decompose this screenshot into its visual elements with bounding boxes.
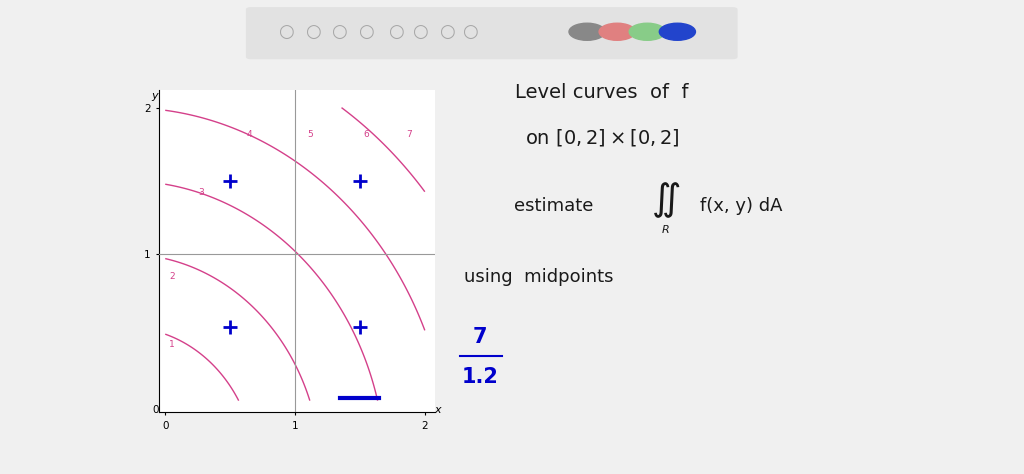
Text: ○: ○ [388, 23, 404, 41]
Text: 2: 2 [169, 272, 174, 281]
Text: ○: ○ [279, 23, 294, 41]
Text: 1: 1 [169, 340, 174, 349]
Text: 0: 0 [153, 405, 160, 415]
Text: y: y [152, 91, 158, 101]
Text: ○: ○ [358, 23, 374, 41]
Text: 7: 7 [472, 327, 487, 346]
Text: 4: 4 [247, 129, 252, 138]
Circle shape [659, 23, 695, 40]
FancyBboxPatch shape [246, 7, 737, 59]
Text: R: R [662, 225, 670, 235]
Circle shape [629, 23, 666, 40]
Text: ○: ○ [462, 23, 477, 41]
Text: 5: 5 [308, 129, 313, 138]
Text: on $[0,2]\times[0,2]$: on $[0,2]\times[0,2]$ [524, 127, 680, 148]
Text: Level curves  of  f: Level curves of f [515, 83, 689, 102]
Text: using  midpoints: using midpoints [464, 268, 613, 286]
Text: f(x, y) dA: f(x, y) dA [700, 197, 783, 215]
Text: 7: 7 [407, 129, 412, 138]
Circle shape [599, 23, 635, 40]
Circle shape [569, 23, 605, 40]
Text: ○: ○ [438, 23, 455, 41]
Text: ○: ○ [305, 23, 321, 41]
Text: 1.2: 1.2 [461, 367, 498, 387]
Text: x: x [434, 405, 441, 415]
Text: ○: ○ [412, 23, 427, 41]
Text: 6: 6 [364, 129, 370, 138]
Text: estimate: estimate [514, 197, 605, 215]
Text: 3: 3 [199, 188, 205, 197]
Text: ○: ○ [332, 23, 347, 41]
Text: $\iint$: $\iint$ [650, 180, 680, 220]
